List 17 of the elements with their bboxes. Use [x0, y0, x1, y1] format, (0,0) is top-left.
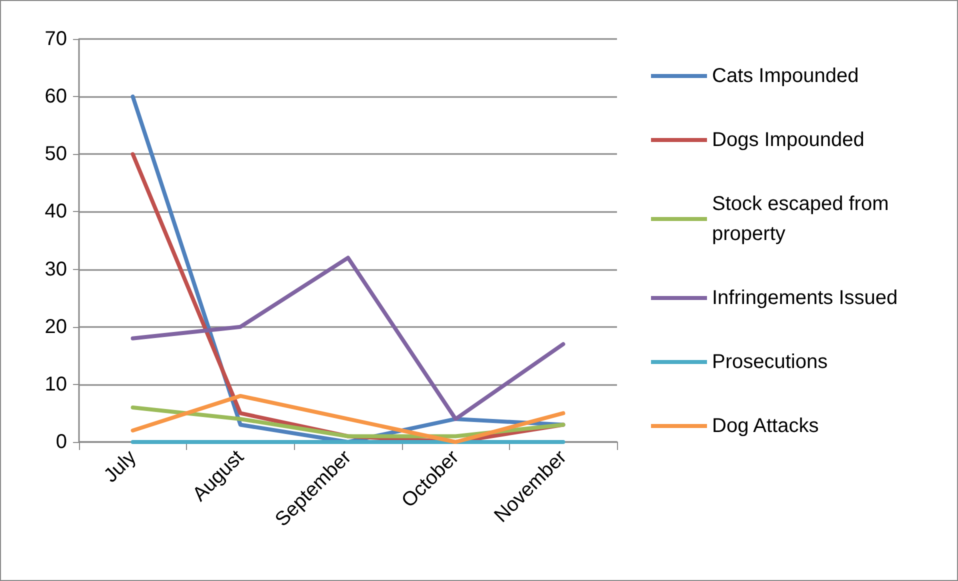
- y-tick-label: 30: [44, 258, 67, 280]
- line-series: [130, 256, 566, 421]
- legend-label: Stock escaped from property: [712, 193, 894, 245]
- y-tick-label: 0: [56, 431, 67, 453]
- legend-label: Prosecutions: [712, 351, 828, 373]
- line-series: [130, 394, 566, 444]
- legend-label: Dogs Impounded: [712, 129, 864, 151]
- x-tick-label: July: [100, 446, 141, 487]
- y-tick-label: 40: [44, 200, 67, 223]
- legend-label: Infringements Issued: [712, 287, 898, 309]
- y-tick-label: 20: [44, 316, 67, 338]
- y-tick-label: 60: [44, 86, 67, 108]
- y-tick-label: 70: [44, 28, 67, 50]
- legend-label: Cats Impounded: [712, 65, 859, 87]
- y-tick-label: 10: [44, 373, 67, 396]
- y-tick-label: 50: [44, 143, 67, 166]
- legend-label: Dog Attacks: [712, 415, 819, 437]
